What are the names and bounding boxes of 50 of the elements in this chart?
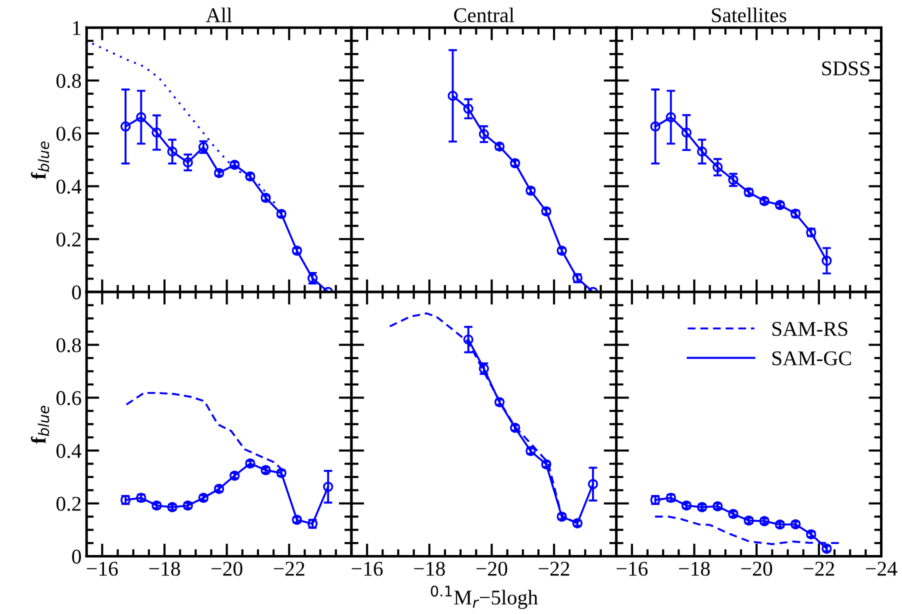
y-axis-title: f$_{blue}$	[30, 141, 50, 180]
point	[182, 157, 193, 168]
point	[463, 104, 474, 114]
chart-title: Satellites	[712, 8, 786, 22]
point	[463, 334, 474, 345]
point	[478, 129, 489, 140]
point	[681, 127, 692, 138]
y-tick-label: 0.4	[56, 180, 82, 194]
point	[120, 121, 131, 132]
y-axis-title: f$_{blue}$	[30, 406, 50, 444]
point	[588, 479, 598, 490]
point	[712, 162, 723, 172]
x-tick-label: −18	[679, 562, 710, 576]
legend-label: SAM-RS	[772, 322, 848, 336]
point	[696, 146, 708, 157]
x-tick-label: −22	[274, 562, 304, 576]
x-tick-label: −22	[804, 562, 834, 576]
x-tick-label: −24	[866, 562, 898, 576]
x-tick-label: −18	[149, 562, 180, 576]
point	[136, 112, 146, 122]
point	[448, 90, 458, 101]
x-tick-label: −16	[616, 562, 648, 576]
point	[650, 121, 660, 132]
x-tick-label: −20	[476, 562, 508, 576]
x-axis-title: $^{0.1}$M$_{r}$−5logh	[430, 586, 538, 609]
y-tick-label: 0.2	[56, 232, 81, 247]
y-tick-label: 0.6	[56, 391, 82, 406]
y-tick-label: 0	[72, 285, 81, 300]
annotation: SDSS	[822, 61, 870, 76]
y-tick-label: 1	[73, 21, 80, 35]
x-tick-label: −16	[352, 562, 383, 576]
y-tick-label: 0	[72, 550, 81, 564]
y-tick-label: 0.2	[56, 496, 81, 511]
x-tick-label: −18	[414, 562, 445, 576]
x-tick-label: −16	[86, 562, 118, 576]
x-tick-label: −22	[538, 562, 570, 576]
point	[822, 256, 832, 266]
y-tick-label: 0.4	[56, 444, 82, 458]
point	[666, 112, 676, 122]
point	[323, 482, 334, 492]
x-tick-label: −20	[741, 562, 772, 576]
chart-title: Central	[454, 8, 514, 22]
y-tick-label: 0.8	[56, 338, 81, 352]
chart-title: All	[206, 8, 232, 22]
x-tick-label: −20	[212, 562, 242, 576]
y-tick-label: 0.8	[56, 74, 81, 88]
legend-label: SAM-GC	[772, 351, 851, 366]
y-tick-label: 0.6	[56, 126, 82, 141]
point	[167, 146, 178, 157]
point	[152, 127, 162, 138]
